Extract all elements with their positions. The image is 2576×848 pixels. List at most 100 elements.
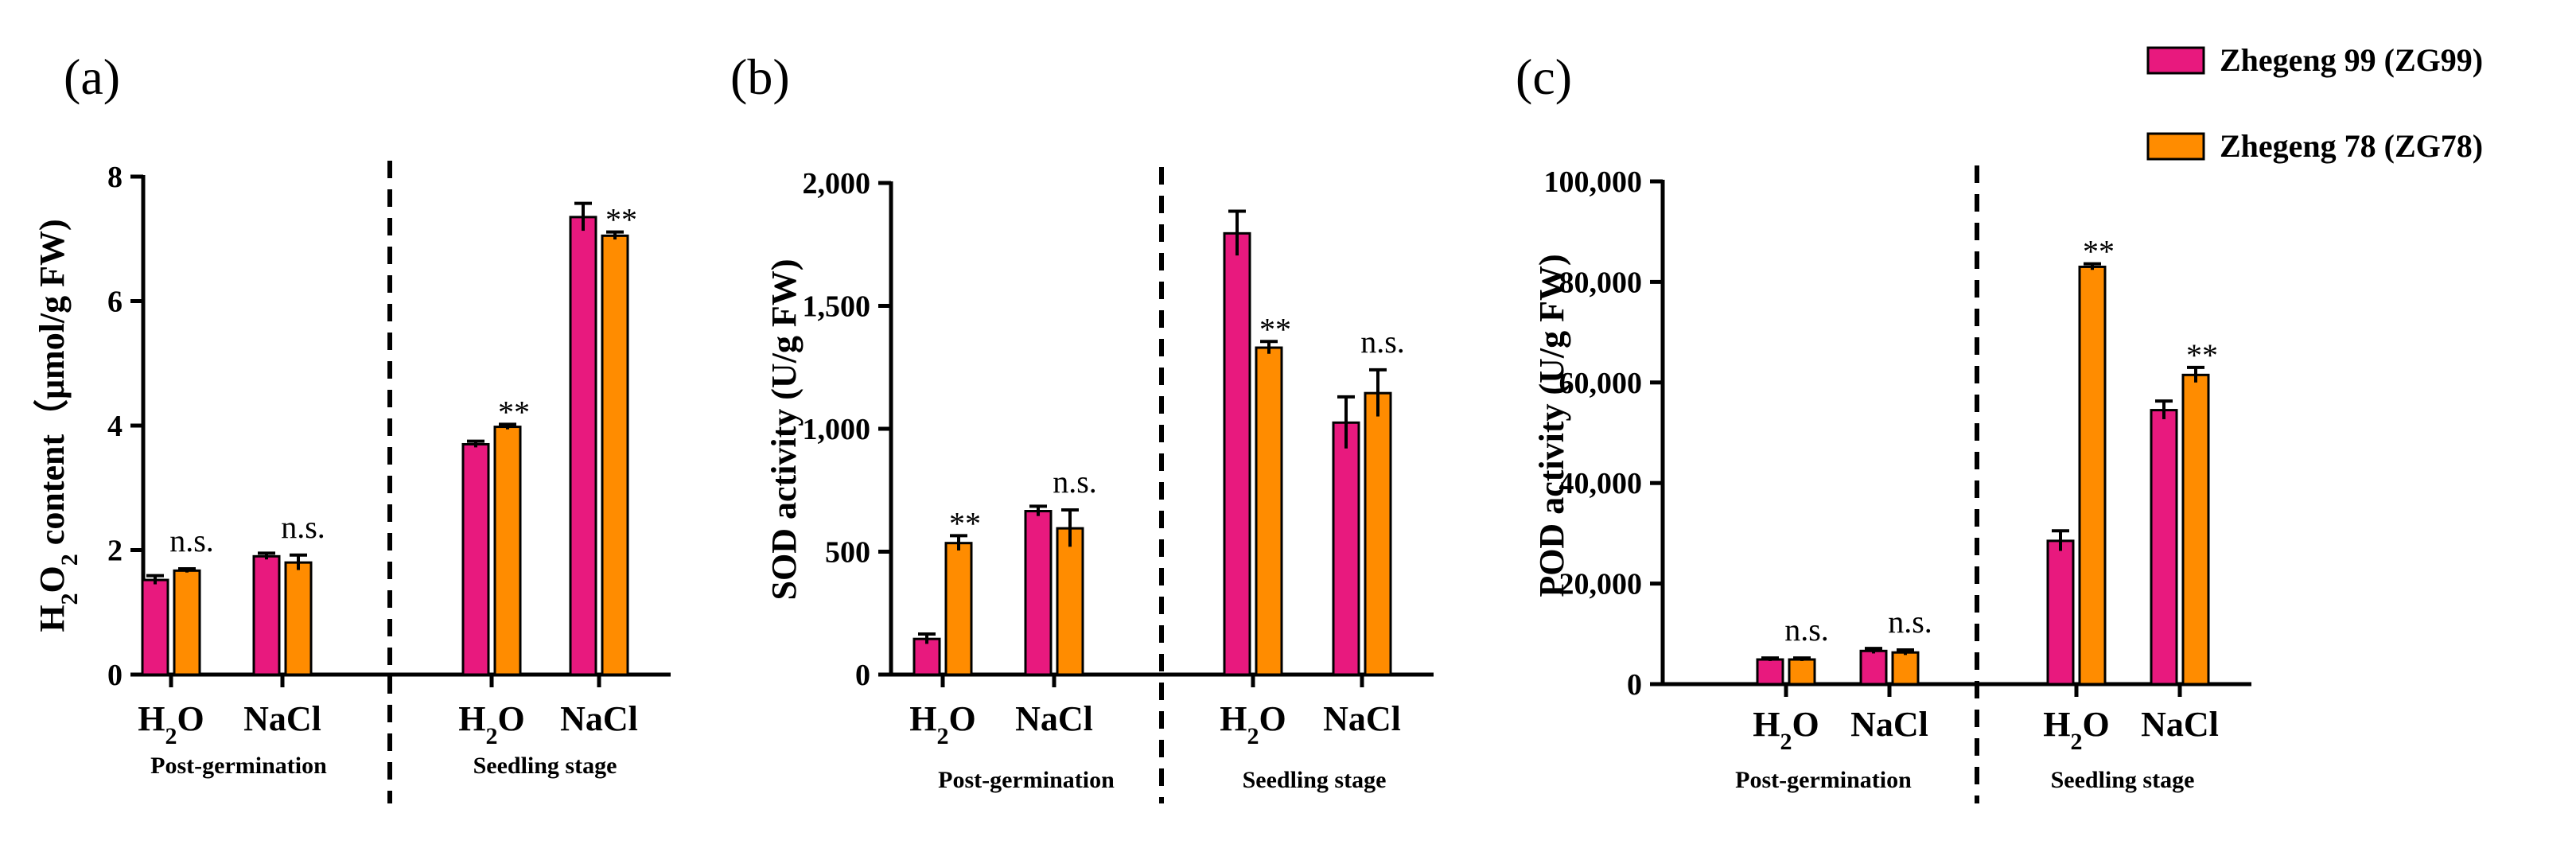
significance-label: n.s. <box>1360 324 1405 360</box>
category-label: H2O <box>1220 699 1286 749</box>
bar-zg78 <box>1255 346 1283 676</box>
category-label: NaCl <box>1850 705 1928 744</box>
chart-panel-c: (c) POD activity (U/g FW) 0 20,000 40,000 60,… <box>1516 49 2251 803</box>
bar-zg78 <box>493 426 522 676</box>
y-axis-label: H2O2 content（μmol/g FW) <box>33 219 83 632</box>
significance-label: n.s. <box>1888 604 1932 640</box>
panel-label: (b) <box>730 49 790 105</box>
category-label-sub: 2 <box>1780 729 1792 755</box>
category-label: H2O <box>138 699 204 749</box>
bar-zg78 <box>1364 391 1392 676</box>
y-tick-label: 20,000 <box>1559 568 1643 601</box>
category-label-sub: 2 <box>937 723 949 749</box>
bar-zg78 <box>1056 527 1084 676</box>
bar-zg99 <box>1024 510 1053 676</box>
stage-label: Seedling stage <box>473 753 617 779</box>
chart-panel-a: (a)H2O2 content（μmol/g FW)02468n.s.H2On.… <box>33 49 671 803</box>
stage-label: Post-germination <box>1735 767 1912 793</box>
stage-label: Seedling stage <box>1243 767 1387 793</box>
bar-zg78 <box>173 569 201 676</box>
y-tick-label: 80,000 <box>1559 266 1643 299</box>
category-label: H2O <box>2043 705 2109 755</box>
y-tick-label: 0 <box>855 659 870 692</box>
stage-label: Post-germination <box>938 767 1115 793</box>
category-label-part: NaCl <box>2141 705 2219 744</box>
category-label-part: NaCl <box>1323 699 1401 738</box>
y-axis-label-part: POD activity (U/g FW) <box>1532 254 1571 597</box>
significance-label: n.s. <box>169 523 214 558</box>
significance-label: ** <box>2186 337 2218 373</box>
category-label-part: O <box>949 699 976 738</box>
category-label-part: O <box>1792 705 1819 744</box>
category-label-sub: 2 <box>165 723 177 749</box>
bar-zg99 <box>569 216 597 676</box>
category-label: NaCl <box>2141 705 2219 744</box>
significance-label: ** <box>498 394 530 430</box>
y-tick-label: 40,000 <box>1559 467 1643 500</box>
y-axis-label: POD activity (U/g FW) <box>1532 254 1571 597</box>
bar-zg78 <box>2078 265 2107 686</box>
stage-label: Seedling stage <box>2051 767 2195 793</box>
legend-swatch-2 <box>2146 132 2205 161</box>
category-label: NaCl <box>1015 699 1093 738</box>
bar-zg78 <box>944 542 973 676</box>
panel-label: (c) <box>1516 49 1572 105</box>
significance-label: ** <box>2083 234 2115 270</box>
y-tick-label: 6 <box>107 286 123 319</box>
category-label: NaCl <box>243 699 321 738</box>
category-label-part: O <box>1259 699 1286 738</box>
category-label-part: H <box>1753 705 1780 744</box>
bar-zg99 <box>1223 231 1251 676</box>
y-tick-label: 1,500 <box>803 290 871 324</box>
y-tick-label: 0 <box>107 659 123 692</box>
category-label-part: H <box>138 699 165 738</box>
category-label: H2O <box>1753 705 1819 755</box>
bar-zg99 <box>1332 421 1360 676</box>
bar-zg99 <box>252 554 281 676</box>
category-label-sub: 2 <box>1247 723 1259 749</box>
chart-panel-b: (b) SOD activity (U/g FW) 0 500 1,000 1,500 2,… <box>730 49 1434 803</box>
bar-zg99 <box>141 578 169 676</box>
category-label: NaCl <box>1323 699 1401 738</box>
category-label-part: NaCl <box>1015 699 1093 738</box>
bar-zg99 <box>2150 409 2178 686</box>
category-label-part: NaCl <box>243 699 321 738</box>
category-label-part: O <box>498 699 525 738</box>
y-axis-label: SOD activity (U/g FW) <box>765 259 804 601</box>
y-tick-label: 0 <box>1627 668 1642 702</box>
y-axis-label-part: H <box>33 605 72 632</box>
category-label-part: H <box>1220 699 1247 738</box>
category-label-part: H <box>2043 705 2070 744</box>
category-label-part: H <box>458 699 485 738</box>
category-label: NaCl <box>560 699 638 738</box>
significance-label: ** <box>605 202 637 238</box>
category-label-part: H <box>909 699 936 738</box>
significance-label: ** <box>1259 311 1291 347</box>
significance-label: ** <box>949 505 981 541</box>
y-tick-label: 2 <box>107 535 123 568</box>
category-label-sub: 2 <box>486 723 498 749</box>
y-axis-label-sub: 2 <box>56 554 83 566</box>
y-tick-label: 60,000 <box>1559 367 1643 400</box>
panel-label: (a) <box>64 49 120 105</box>
category-label-part: O <box>177 699 204 738</box>
bar-zg78 <box>1788 658 1816 686</box>
y-tick-label: 8 <box>107 161 123 194</box>
legend-swatch-1 <box>2146 46 2205 75</box>
legend-label-2: Zhegeng 78 (ZG78) <box>2220 128 2483 164</box>
bar-zg78 <box>601 234 629 676</box>
significance-label: n.s. <box>1784 612 1829 648</box>
bar-zg99 <box>1859 649 1888 686</box>
y-axis-label-sub: 2 <box>56 593 83 605</box>
stage-label: Post-germination <box>150 753 327 779</box>
y-tick-label: 2,000 <box>803 167 871 200</box>
y-tick-label: 500 <box>825 536 870 570</box>
category-label: H2O <box>909 699 975 749</box>
category-label-part: O <box>2083 705 2110 744</box>
bar-zg78 <box>284 561 313 676</box>
bar-zg99 <box>1756 658 1784 686</box>
y-axis-label-part: content（μmol/g FW) <box>33 219 72 554</box>
bar-zg99 <box>912 637 941 676</box>
significance-label: n.s. <box>1053 464 1097 500</box>
